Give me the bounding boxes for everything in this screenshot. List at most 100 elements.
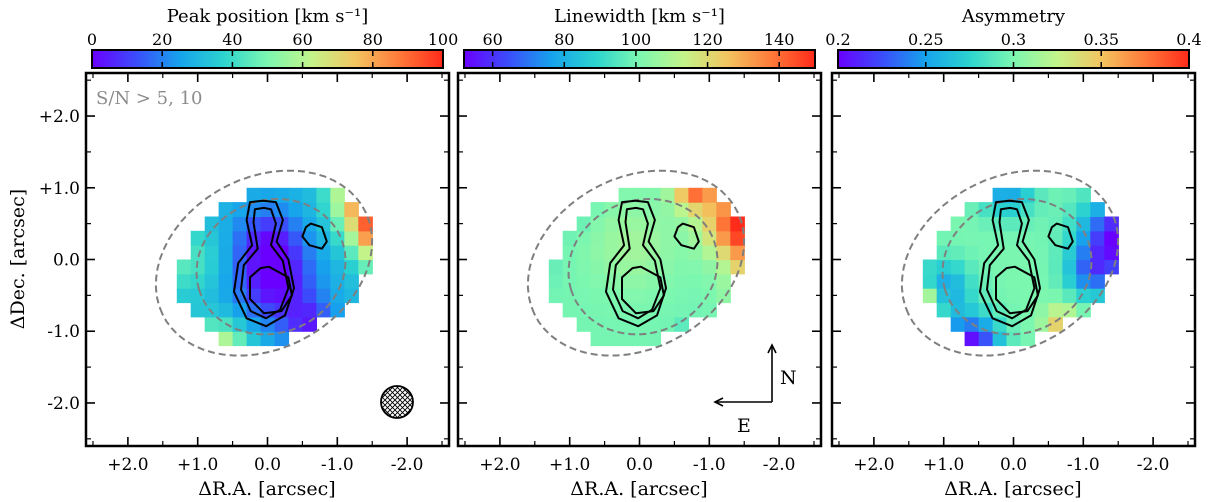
heatmap-cells bbox=[176, 187, 373, 347]
heatmap-cell bbox=[1020, 259, 1036, 275]
heatmap-cell bbox=[190, 230, 206, 246]
heatmap-cell bbox=[716, 273, 731, 289]
compass: N E bbox=[713, 343, 797, 437]
heatmap-cell bbox=[344, 202, 359, 217]
x-tick-label: +1.0 bbox=[549, 455, 590, 475]
heatmap-cell bbox=[950, 259, 966, 275]
x-tick-label: 0.0 bbox=[254, 455, 281, 475]
heatmap-cell bbox=[218, 230, 234, 246]
heatmap-cell bbox=[302, 302, 317, 318]
x-tick-label: +1.0 bbox=[923, 455, 964, 475]
heatmap-cell bbox=[1034, 316, 1049, 332]
heatmap-cell bbox=[702, 302, 717, 318]
heatmap-cell bbox=[218, 245, 234, 261]
heatmap-cell bbox=[590, 259, 606, 275]
heatmap-cell bbox=[576, 288, 592, 304]
y-tick-label: +2.0 bbox=[39, 107, 80, 127]
flux-contour bbox=[673, 222, 700, 250]
flux-contour bbox=[621, 265, 665, 315]
heatmap-cell bbox=[190, 302, 206, 318]
colorbar-gradient bbox=[91, 49, 444, 69]
outer-dashed-contour bbox=[900, 169, 1120, 357]
y-tick-label: +1.0 bbox=[39, 179, 80, 199]
colorbar-tick-label: 0.35 bbox=[1083, 30, 1119, 49]
heatmap-cell bbox=[330, 187, 345, 203]
heatmap-cell bbox=[548, 273, 564, 289]
heatmap-cell bbox=[646, 288, 662, 304]
heatmap-cell bbox=[548, 288, 564, 304]
heatmap-cell bbox=[604, 230, 620, 246]
heatmap-cell bbox=[1034, 202, 1049, 217]
heatmap-cell bbox=[246, 187, 262, 203]
heatmap-cell bbox=[1062, 202, 1077, 217]
heatmap-cell bbox=[576, 216, 592, 232]
heatmap-cell bbox=[1062, 259, 1077, 275]
heatmap-cell bbox=[1006, 245, 1022, 261]
inner-dashed-contour bbox=[195, 197, 347, 336]
heatmap-cell bbox=[1090, 245, 1105, 261]
heatmap-cell bbox=[576, 230, 592, 246]
x-tick-label: -1.0 bbox=[321, 455, 354, 475]
heatmap-cell bbox=[646, 259, 662, 275]
heatmap-cell bbox=[288, 202, 303, 217]
heatmap-cell bbox=[716, 216, 731, 232]
heatmap-cell bbox=[330, 216, 345, 232]
heatmap-cell bbox=[674, 202, 689, 217]
contours bbox=[526, 169, 746, 357]
heatmap-cell bbox=[330, 288, 345, 304]
heatmap-cell bbox=[204, 302, 220, 318]
heatmap-cell bbox=[330, 230, 345, 246]
heatmap-cell bbox=[232, 331, 248, 347]
heatmap-cell bbox=[936, 302, 952, 318]
heatmap-cell bbox=[1048, 316, 1063, 332]
heatmap-cell bbox=[590, 216, 606, 232]
heatmap-cell bbox=[936, 288, 952, 304]
heatmap-cell bbox=[590, 245, 606, 261]
heatmap-cell bbox=[316, 273, 331, 289]
colorbar-tick-label: 80 bbox=[363, 30, 383, 49]
flux-contour bbox=[240, 206, 290, 320]
x-tick-label: -2.0 bbox=[1137, 455, 1170, 475]
heatmap-cell bbox=[674, 302, 689, 318]
heatmap-cell bbox=[1090, 230, 1105, 246]
hatched-circle-beam-icon bbox=[380, 385, 414, 419]
heatmap-cell bbox=[1048, 202, 1063, 217]
heatmap-cell bbox=[260, 273, 276, 289]
heatmap-cell bbox=[1048, 273, 1063, 289]
colorbar-tick-label: 80 bbox=[554, 30, 574, 49]
heatmap-cell bbox=[646, 316, 662, 332]
heatmap-cell bbox=[716, 202, 731, 217]
heatmap-cell bbox=[964, 202, 980, 217]
heatmap-cell bbox=[716, 245, 731, 261]
heatmap-cell bbox=[1020, 288, 1036, 304]
heatmap-cell bbox=[358, 230, 373, 246]
heatmap-cell bbox=[302, 316, 317, 332]
heatmap-cell bbox=[1076, 245, 1091, 261]
heatmap-cell bbox=[1048, 302, 1063, 318]
heatmap-cell bbox=[964, 288, 980, 304]
heatmap-cell bbox=[702, 245, 717, 261]
heatmap-cell bbox=[618, 259, 634, 275]
heatmap-cell bbox=[674, 273, 689, 289]
ticks: +2.0 +1.0 0.0 -1.0 -2.0 bbox=[458, 73, 821, 475]
heatmap-cell bbox=[344, 259, 359, 275]
colorbar-tick-label: 100 bbox=[621, 30, 652, 49]
heatmap-cell bbox=[950, 316, 966, 332]
heatmap-cell bbox=[618, 288, 634, 304]
heatmap-cell bbox=[1062, 273, 1077, 289]
heatmap-cell bbox=[660, 245, 675, 261]
heatmap-cell bbox=[604, 245, 620, 261]
heatmap-cell bbox=[218, 302, 234, 318]
outer-dashed-contour bbox=[154, 169, 374, 357]
heatmap-cell bbox=[964, 230, 980, 246]
heatmap-cell bbox=[674, 288, 689, 304]
heatmap-cell bbox=[1034, 259, 1049, 275]
heatmap-cell bbox=[548, 259, 564, 275]
heatmap-cell bbox=[260, 288, 276, 304]
heatmap-cell bbox=[964, 216, 980, 232]
heatmap-cell bbox=[1020, 316, 1036, 332]
heatmap-cell bbox=[274, 316, 290, 332]
heatmap-cell bbox=[1090, 202, 1105, 217]
heatmap-cell bbox=[674, 245, 689, 261]
